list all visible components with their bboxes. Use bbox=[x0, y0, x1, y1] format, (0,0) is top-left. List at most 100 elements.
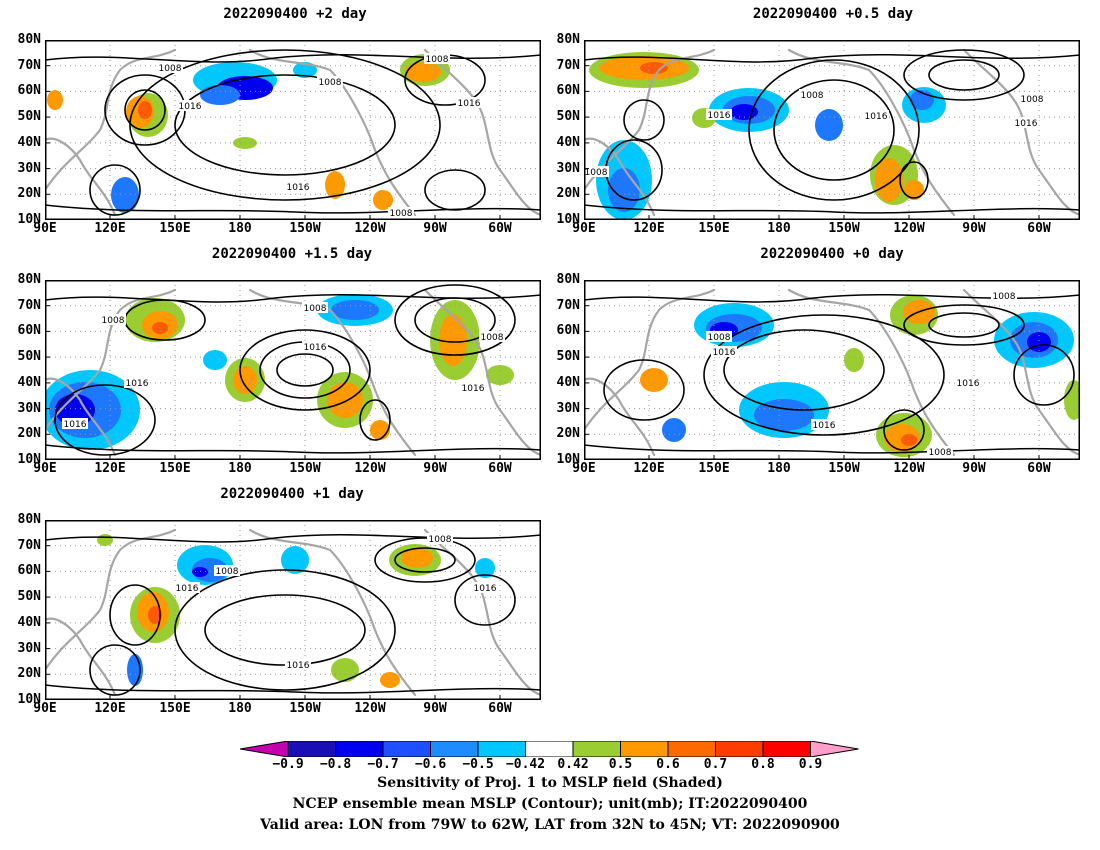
lon-tick-label: 180 bbox=[767, 221, 791, 236]
sensitivity-shading bbox=[331, 658, 359, 682]
contour-label: 1016 bbox=[713, 348, 736, 358]
lat-tick-label: 50N bbox=[17, 589, 41, 605]
colorbar-tick-label: −0.42 bbox=[505, 757, 546, 772]
lon-tick-label: 90E bbox=[33, 701, 57, 716]
colorbar-segment bbox=[715, 741, 764, 757]
coastline bbox=[423, 288, 541, 457]
lon-tick-label: 150E bbox=[159, 221, 191, 236]
mslp-contour bbox=[1013, 344, 1075, 406]
contour-label: 1008 bbox=[801, 91, 824, 101]
panel-title-plus-1-day: 2022090400 +1 day bbox=[220, 486, 364, 502]
mslp-contour bbox=[129, 49, 441, 201]
lon-tick-label: 150W bbox=[289, 701, 321, 716]
mslp-contour bbox=[45, 204, 541, 214]
contour-label-bg bbox=[955, 377, 981, 388]
contour-label-bg bbox=[584, 166, 609, 177]
lon-tick-label: 120E bbox=[633, 461, 665, 476]
colorbar-tick-label: 0.9 bbox=[798, 757, 823, 772]
lat-tick-label: 30N bbox=[556, 400, 580, 416]
mslp-contour bbox=[45, 684, 541, 694]
contour-label: 1008 bbox=[304, 304, 327, 314]
contour-label-bg bbox=[927, 446, 953, 457]
sensitivity-shading bbox=[844, 348, 864, 372]
sensitivity-shading bbox=[439, 314, 467, 366]
lat-tick-label: 70N bbox=[17, 537, 41, 553]
colorbar-segment bbox=[667, 741, 716, 757]
lat-tick-label: 60N bbox=[17, 323, 41, 339]
lat-tick-label: 70N bbox=[556, 297, 580, 313]
sensitivity-shading bbox=[475, 558, 495, 578]
panel-frame bbox=[45, 280, 541, 460]
contour-label: 1008 bbox=[159, 64, 182, 74]
mslp-contour bbox=[603, 359, 685, 421]
lon-tick-label: 120E bbox=[94, 221, 126, 236]
lat-tick-label: 60N bbox=[17, 563, 41, 579]
contour-label-bg bbox=[214, 565, 240, 576]
lon-tick-label: 150E bbox=[698, 461, 730, 476]
lon-tick-label: 120W bbox=[354, 461, 386, 476]
map-panel-plus-1-day: 1008 1008 1016 1016 1016 bbox=[45, 520, 541, 700]
lat-tick-label: 60N bbox=[556, 83, 580, 99]
contour-label-bg bbox=[811, 419, 837, 430]
colorbar bbox=[240, 741, 859, 757]
mslp-contour bbox=[54, 384, 156, 456]
lat-tick-label: 80N bbox=[17, 272, 41, 287]
panel-frame bbox=[584, 280, 1080, 460]
lat-tick-label: 60N bbox=[17, 83, 41, 99]
caption-line-2: NCEP ensemble mean MSLP (Contour); unit(… bbox=[292, 796, 808, 812]
contour-label: 1008 bbox=[429, 535, 452, 545]
colorbar-extend-high bbox=[810, 741, 859, 757]
sensitivity-shading bbox=[47, 90, 63, 110]
contour-label-bg bbox=[460, 382, 486, 393]
mslp-contour bbox=[374, 537, 476, 583]
sensitivity-shading bbox=[281, 546, 309, 574]
sensitivity-shading bbox=[1064, 380, 1080, 420]
lat-tick-label: 80N bbox=[17, 32, 41, 47]
coastline bbox=[962, 48, 1080, 217]
lat-tick-label: 30N bbox=[17, 640, 41, 656]
mslp-contour bbox=[928, 59, 1000, 91]
lon-tick-label: 150W bbox=[289, 221, 321, 236]
contour-label-bg bbox=[427, 533, 453, 544]
sensitivity-shading bbox=[325, 171, 345, 199]
contour-label: 1008 bbox=[585, 168, 608, 178]
lat-tick-label: 20N bbox=[17, 426, 41, 442]
lon-tick-label: 120E bbox=[94, 701, 126, 716]
mslp-contour bbox=[45, 293, 541, 303]
contour-label: 1016 bbox=[462, 384, 485, 394]
contour-label: 1016 bbox=[304, 343, 327, 353]
mslp-contour bbox=[703, 314, 945, 436]
mslp-contour bbox=[174, 569, 396, 691]
map-panel-plus-2-day: 1008 1008 1016 1008 1016 1016 1008 bbox=[45, 40, 541, 220]
panel-title-plus-1-5-day: 2022090400 +1.5 day bbox=[211, 246, 373, 262]
lon-tick-label: 90W bbox=[423, 221, 447, 236]
contour-label-bg bbox=[706, 331, 732, 342]
sensitivity-shading bbox=[373, 190, 393, 210]
contour-label-bg bbox=[1013, 117, 1039, 128]
lon-tick-label: 180 bbox=[228, 221, 252, 236]
mslp-contour bbox=[89, 644, 141, 696]
coastline bbox=[45, 617, 117, 697]
panel-frame bbox=[45, 520, 541, 700]
mslp-contour bbox=[584, 53, 1080, 63]
coastline bbox=[45, 377, 117, 457]
contour-label-bg bbox=[799, 89, 825, 100]
contour-label: 1008 bbox=[319, 78, 342, 88]
sensitivity-shading bbox=[331, 300, 379, 320]
mslp-contour bbox=[45, 444, 541, 454]
map-panel-plus-0-day: 1008 1016 1008 1016 1016 1008 bbox=[584, 280, 1080, 460]
sensitivity-shading bbox=[904, 180, 924, 200]
panel-frame bbox=[45, 40, 541, 220]
lat-tick-label: 20N bbox=[17, 666, 41, 682]
contour-label-bg bbox=[991, 290, 1017, 301]
contour-label: 1016 bbox=[287, 661, 310, 671]
lat-tick-label: 30N bbox=[556, 160, 580, 176]
colorbar-tick-label: 0.8 bbox=[751, 757, 775, 772]
sensitivity-shading bbox=[327, 382, 363, 418]
lon-tick-label: 90W bbox=[423, 461, 447, 476]
contour-label: 1016 bbox=[708, 111, 731, 121]
lon-tick-label: 90E bbox=[33, 461, 57, 476]
contour-label-bg bbox=[285, 181, 311, 192]
lon-tick-label: 90E bbox=[572, 461, 596, 476]
colorbar-segment bbox=[382, 741, 431, 757]
